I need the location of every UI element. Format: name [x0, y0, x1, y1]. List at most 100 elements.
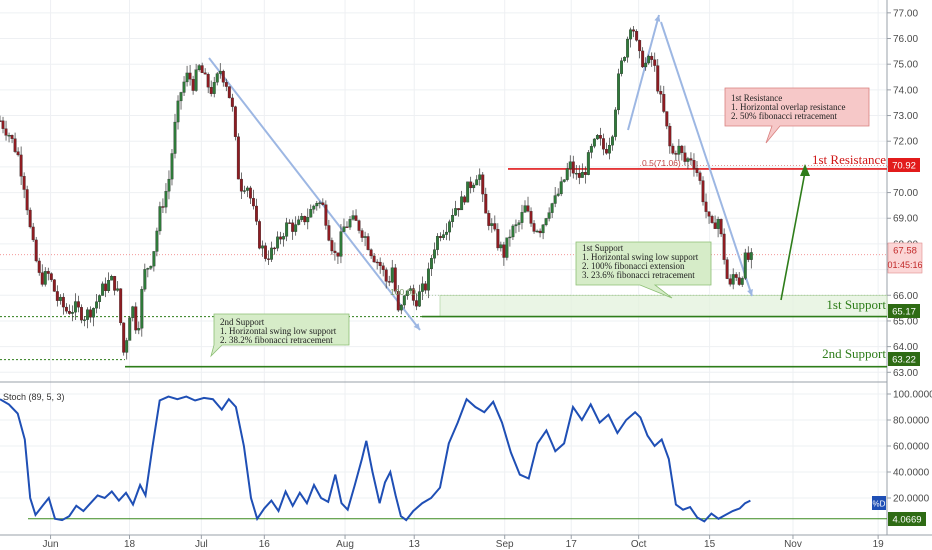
candle-body	[125, 340, 129, 353]
candle-body	[626, 38, 630, 58]
candle-body	[396, 291, 400, 311]
candle-body	[405, 290, 409, 296]
candle-body	[173, 121, 177, 154]
candle-body	[55, 291, 59, 301]
candle-body	[89, 309, 92, 318]
stoch-tick-label: 80.0000	[893, 416, 930, 427]
candle-body	[182, 81, 186, 93]
candle-body	[351, 215, 355, 220]
candle-body	[632, 29, 636, 32]
candle-body	[538, 230, 542, 234]
candle-body	[297, 219, 301, 225]
candle-body	[623, 57, 627, 61]
candle-body	[0, 120, 2, 122]
candle-body	[674, 153, 678, 155]
candle-body	[212, 82, 216, 94]
candle-body	[586, 152, 590, 175]
candle-body	[665, 111, 669, 127]
candle-body	[1, 120, 5, 129]
candle-body	[529, 211, 533, 224]
candle-body	[185, 72, 189, 83]
candle-body	[562, 179, 566, 182]
candle-body	[215, 73, 219, 83]
candle-body	[442, 234, 445, 238]
candle-body	[134, 306, 138, 331]
support1-note-line2: 2. 100% fibonacci extension	[582, 261, 685, 271]
time-tick-label: Jun	[42, 539, 58, 550]
candle-body	[692, 160, 696, 169]
candle-body	[345, 226, 349, 228]
candle-body	[19, 154, 23, 177]
candle-body	[460, 196, 464, 211]
candle-body	[366, 236, 370, 250]
candle-body	[80, 307, 83, 321]
candle-body	[478, 174, 482, 180]
support2-note-line2: 2. 38.2% fibonacci retracement	[220, 335, 333, 345]
candle-body	[267, 258, 270, 260]
candle-body	[686, 158, 690, 162]
candle-body	[430, 258, 433, 270]
candle-body	[258, 221, 261, 249]
candle-body	[270, 247, 274, 260]
candle-body	[550, 203, 554, 213]
candle-body	[363, 236, 367, 238]
time-axis: Jun 18 Jul 16 Aug 13 Sep 17 Oct 15 Nov 19	[42, 535, 884, 550]
candle-body	[179, 92, 183, 102]
stoch-tick-label: 40.0000	[893, 468, 930, 479]
candle-body	[378, 261, 382, 266]
candle-body	[433, 249, 436, 259]
candle-body	[327, 225, 331, 241]
candle-body	[122, 322, 126, 353]
price-tick-label: 63.00	[893, 368, 918, 379]
candle-body	[580, 172, 584, 178]
candle-body	[737, 277, 741, 285]
trend-arrow-down-2-head	[747, 289, 753, 296]
candle-body	[595, 135, 599, 140]
resistance-level-label: 1st Resistance	[812, 152, 886, 167]
candle-body	[734, 274, 738, 278]
level-lines	[0, 164, 887, 368]
candle-body	[279, 236, 283, 240]
candle-body	[381, 265, 385, 270]
candle-body	[701, 180, 705, 203]
candle-body	[535, 230, 539, 233]
candle-body	[620, 60, 623, 74]
candle-body	[303, 215, 307, 223]
candle-body	[704, 201, 708, 212]
candle-body	[315, 202, 319, 207]
candle-body	[336, 252, 340, 257]
time-tick-label: 13	[409, 539, 421, 550]
time-tick-label: 18	[124, 539, 136, 550]
candle-body	[617, 73, 620, 111]
candle-body	[683, 152, 687, 162]
candle-body	[656, 65, 660, 92]
candle-body	[348, 219, 352, 228]
candle-body	[34, 239, 38, 262]
indicator-grid	[0, 393, 887, 499]
candle-body	[300, 215, 304, 220]
candle-body	[399, 304, 403, 311]
candle-body	[31, 226, 35, 241]
candle-body	[614, 109, 617, 137]
candle-body	[285, 222, 289, 237]
candle-body	[526, 205, 530, 212]
time-tick-label: Aug	[336, 539, 354, 550]
candle-body	[650, 55, 654, 60]
fib-half-label: 0.5(71.06)	[642, 158, 681, 168]
candle-body	[454, 208, 458, 216]
candle-body	[547, 212, 551, 219]
stoch-label: Stoch (89, 5, 3)	[3, 392, 65, 402]
candle-body	[239, 178, 243, 192]
candle-body	[598, 135, 602, 139]
svg-text:67.58: 67.58	[893, 246, 917, 257]
resistance-annotation: 1st Resistance 1. Horizontal overlap res…	[724, 87, 870, 144]
candle-body	[233, 106, 237, 137]
candle-body	[393, 267, 397, 292]
price-grid	[0, 0, 887, 535]
candle-body	[725, 259, 729, 279]
svg-text:%D: %D	[873, 500, 886, 509]
candle-body	[445, 231, 448, 235]
indicator-axis: 100.0000 80.0000 60.0000 40.0000 20.0000	[887, 390, 932, 505]
candle-body	[306, 217, 310, 223]
